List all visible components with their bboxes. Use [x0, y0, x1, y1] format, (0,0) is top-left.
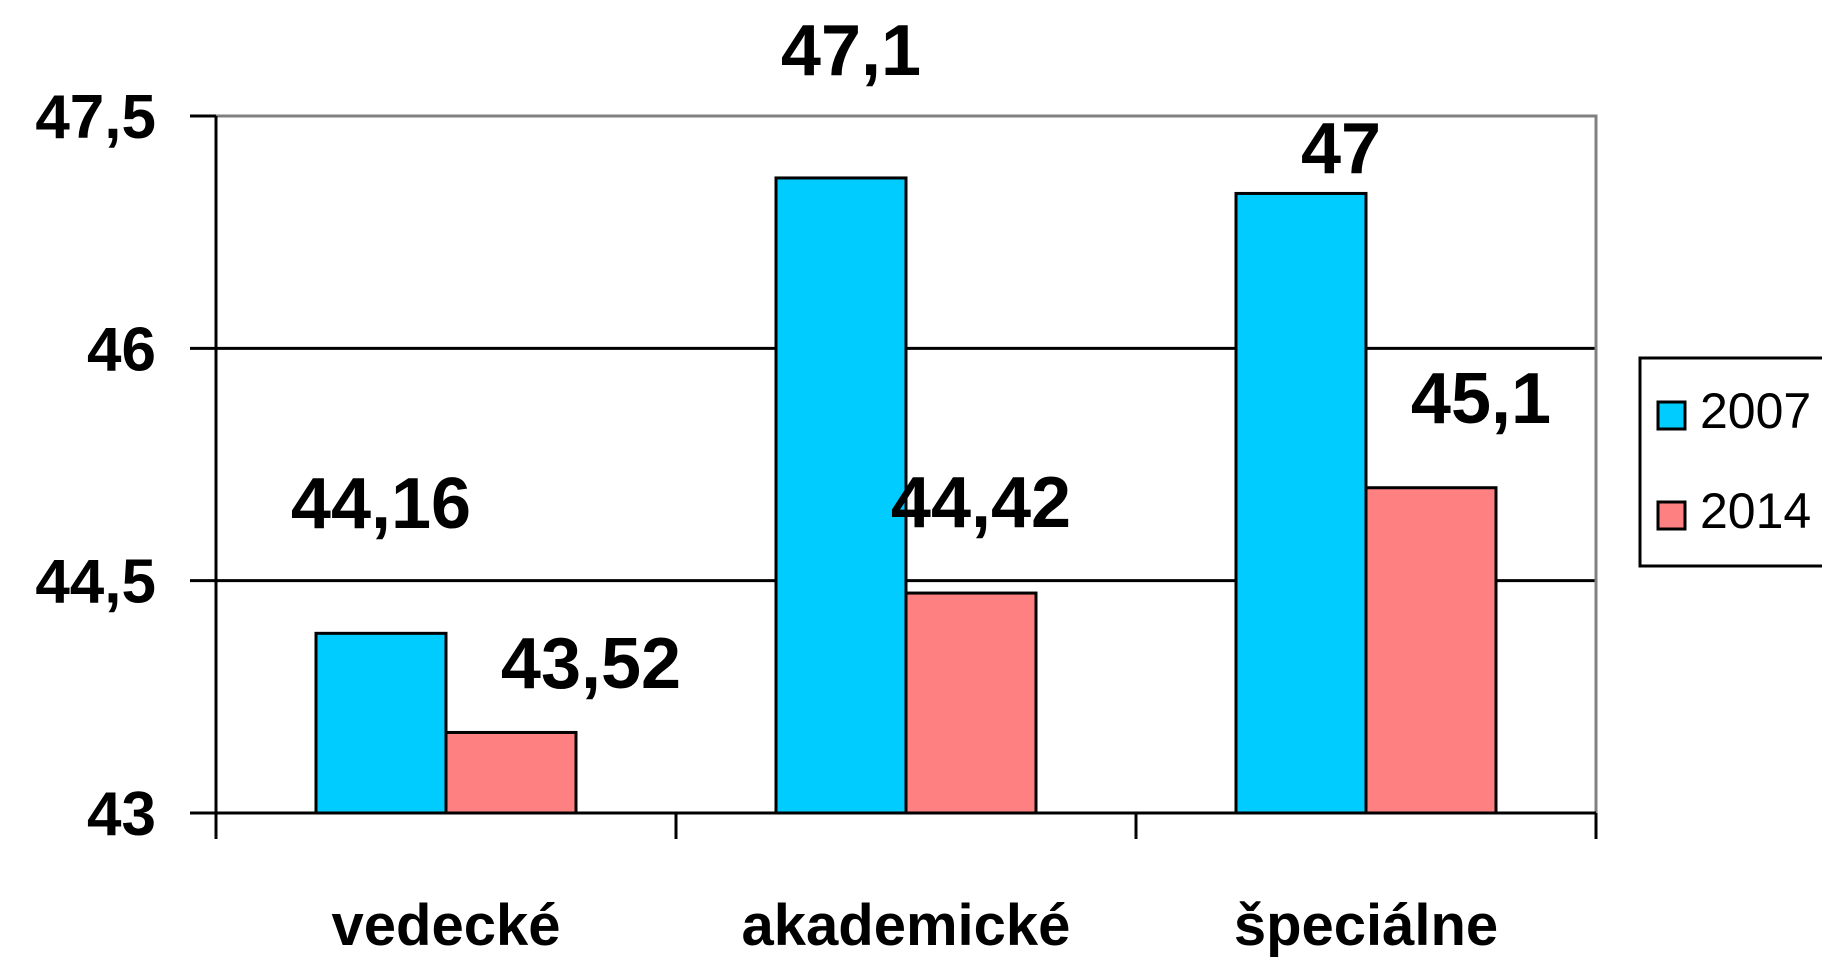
bar-2014-2 [1364, 486, 1498, 815]
y-tick-label: 46 [87, 315, 156, 384]
x-category-label: špeciálne [1234, 893, 1498, 958]
y-tick-label: 47,5 [35, 83, 156, 152]
bar-2007-2 [1234, 191, 1368, 815]
x-category-label: vedecké [332, 893, 561, 958]
y-tick-label: 43 [87, 780, 156, 849]
labels: 44,16 43,52 vedecké 47,1 44,42 akademické 47 45… [291, 11, 1551, 958]
bar-2007-0 [314, 631, 448, 815]
data-label: 47 [1301, 109, 1381, 189]
bar-2014-0 [444, 730, 578, 815]
data-label: 44,42 [891, 463, 1071, 543]
bars [314, 176, 1498, 815]
legend-label-2007: 2007 [1700, 383, 1811, 439]
legend: 2007 2014 [1638, 356, 1822, 568]
bar-2007-1 [774, 176, 908, 815]
bar-2014-1 [904, 591, 1038, 815]
legend-swatch-2007 [1656, 400, 1687, 431]
data-label: 44,16 [291, 464, 471, 544]
legend-label-2014: 2014 [1700, 483, 1811, 539]
x-category-label: akademické [742, 893, 1071, 958]
axes: 43 44,5 46 47,5 [35, 83, 1598, 849]
legend-box [1638, 356, 1822, 568]
y-tick-label: 44,5 [35, 548, 156, 617]
data-label: 47,1 [781, 11, 921, 91]
data-label: 45,1 [1411, 359, 1551, 439]
legend-swatch-2014 [1656, 500, 1687, 531]
data-label: 43,52 [501, 624, 681, 704]
